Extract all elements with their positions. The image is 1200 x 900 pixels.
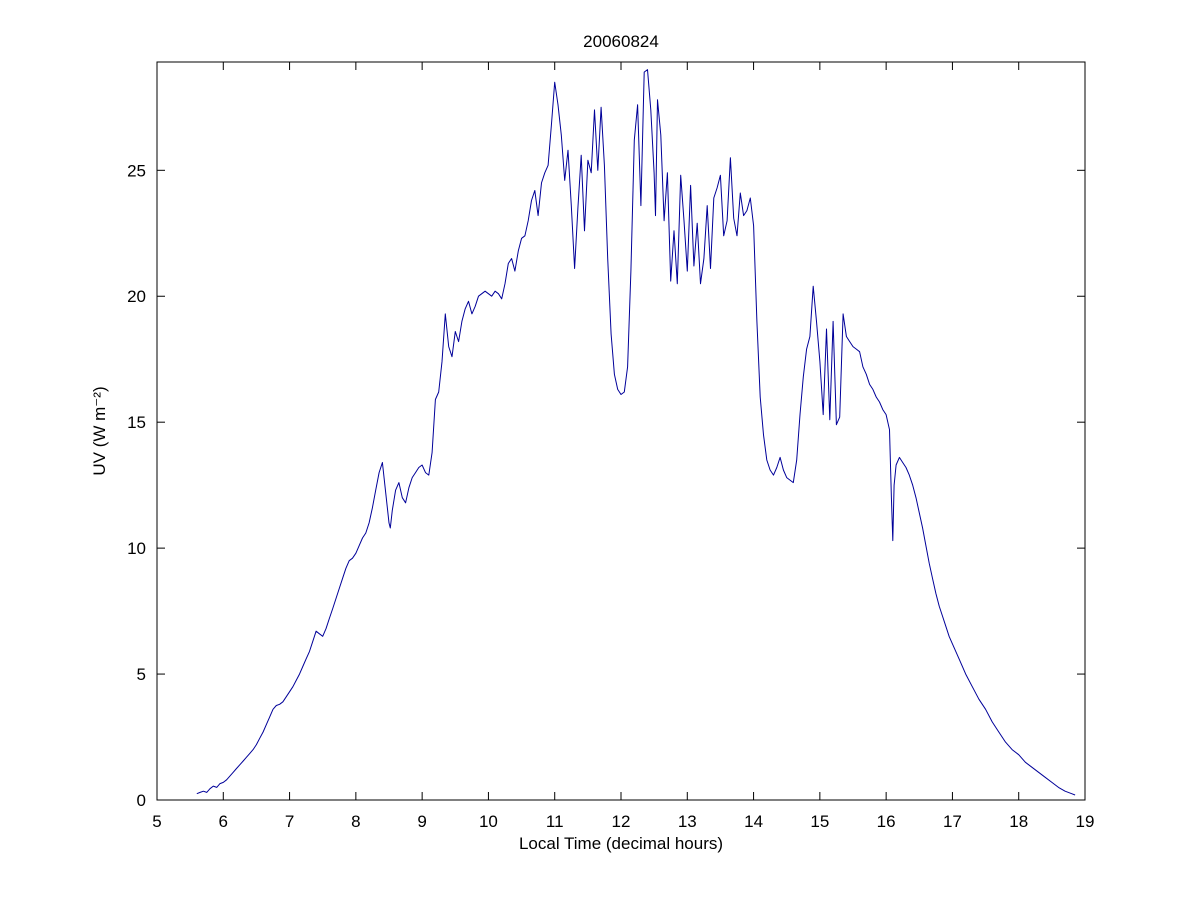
x-tick-label: 10 xyxy=(479,812,498,831)
x-tick-label: 16 xyxy=(877,812,896,831)
chart-title: 20060824 xyxy=(583,32,659,51)
x-tick-label: 12 xyxy=(612,812,631,831)
x-tick-label: 9 xyxy=(417,812,426,831)
x-tick-label: 13 xyxy=(678,812,697,831)
y-tick-label: 10 xyxy=(127,539,146,558)
y-tick-label: 5 xyxy=(137,665,146,684)
x-axis-label: Local Time (decimal hours) xyxy=(518,834,724,853)
x-tick-label: 14 xyxy=(744,812,763,831)
y-tick-label: 20 xyxy=(127,287,146,306)
y-axis-label: UV (W m⁻²) xyxy=(90,386,109,476)
x-tick-label: 15 xyxy=(810,812,829,831)
x-tick-label: 19 xyxy=(1076,812,1095,831)
x-tick-label: 11 xyxy=(546,812,564,831)
x-tick-label: 17 xyxy=(943,812,962,831)
x-tick-label: 18 xyxy=(1009,812,1028,831)
x-tick-label: 7 xyxy=(285,812,294,831)
x-tick-label: 6 xyxy=(219,812,228,831)
x-tick-label: 5 xyxy=(152,812,161,831)
x-tick-label: 8 xyxy=(351,812,360,831)
uv-series-line xyxy=(196,69,1076,796)
y-tick-label: 0 xyxy=(137,791,146,810)
axes-box xyxy=(156,61,1086,801)
y-tick-label: 25 xyxy=(127,161,146,180)
y-tick-label: 15 xyxy=(127,413,146,432)
